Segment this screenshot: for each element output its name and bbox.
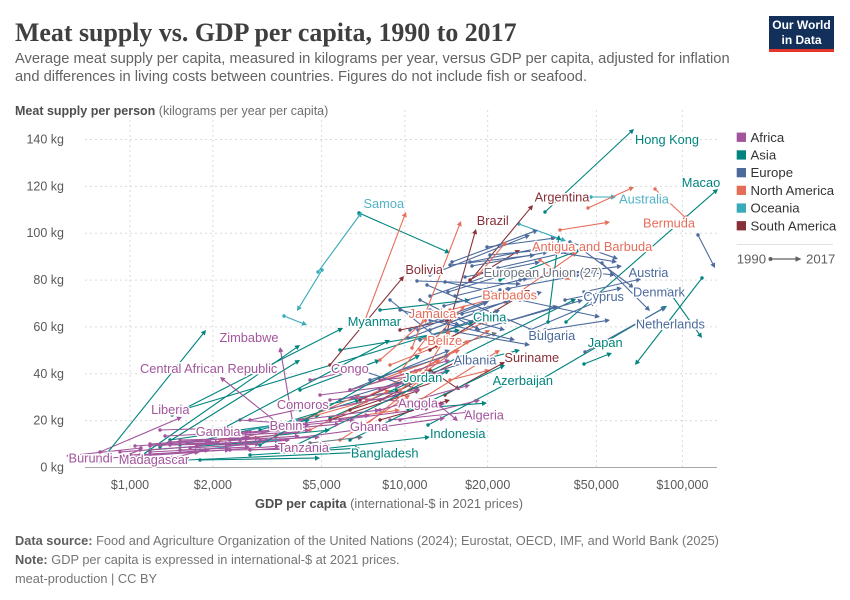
svg-text:$5,000: $5,000 <box>302 478 340 492</box>
svg-text:Myanmar: Myanmar <box>348 314 402 329</box>
svg-text:Comoros: Comoros <box>277 397 329 412</box>
svg-text:140 kg: 140 kg <box>26 133 64 147</box>
svg-text:Bolivia: Bolivia <box>405 262 444 277</box>
svg-text:Jamaica: Jamaica <box>409 306 458 321</box>
svg-text:$20,000: $20,000 <box>465 478 510 492</box>
svg-text:$2,000: $2,000 <box>194 478 232 492</box>
svg-text:100 kg: 100 kg <box>26 226 64 240</box>
svg-text:Central African Republic: Central African Republic <box>140 361 278 376</box>
svg-text:20 kg: 20 kg <box>33 414 64 428</box>
svg-text:South America: South America <box>751 218 837 233</box>
svg-text:Congo: Congo <box>331 361 369 376</box>
svg-text:0 kg: 0 kg <box>40 461 64 475</box>
svg-text:Japan: Japan <box>588 335 623 350</box>
svg-text:Suriname: Suriname <box>504 350 559 365</box>
svg-text:Macao: Macao <box>682 175 720 190</box>
svg-text:120 kg: 120 kg <box>26 179 64 193</box>
svg-text:Albania: Albania <box>454 352 498 367</box>
svg-text:Australia: Australia <box>619 192 670 207</box>
svg-text:Indonesia: Indonesia <box>430 426 486 441</box>
svg-text:Azerbaijan: Azerbaijan <box>493 373 553 388</box>
svg-text:Europe: Europe <box>751 165 794 180</box>
svg-text:Jordan: Jordan <box>403 370 442 385</box>
svg-text:60 kg: 60 kg <box>33 320 64 334</box>
svg-text:North America: North America <box>751 183 835 198</box>
svg-text:Ghana: Ghana <box>350 419 389 434</box>
svg-text:80 kg: 80 kg <box>33 273 64 287</box>
svg-text:Bulgaria: Bulgaria <box>528 328 576 343</box>
svg-text:Burundi: Burundi <box>69 451 113 466</box>
svg-text:Madagascar: Madagascar <box>119 452 190 467</box>
svg-text:China: China <box>473 310 507 325</box>
svg-text:Algeria: Algeria <box>464 408 505 423</box>
svg-text:Austria: Austria <box>629 265 670 280</box>
svg-text:$10,000: $10,000 <box>382 478 427 492</box>
svg-text:Denmark: Denmark <box>633 285 686 300</box>
svg-text:Liberia: Liberia <box>151 402 190 417</box>
svg-text:Asia: Asia <box>751 148 777 163</box>
svg-text:European Union (27): European Union (27) <box>484 265 603 280</box>
svg-text:Hong Kong: Hong Kong <box>635 132 699 147</box>
svg-text:Belize: Belize <box>427 333 462 348</box>
svg-text:Africa: Africa <box>751 130 785 145</box>
svg-text:Antigua and Barbuda: Antigua and Barbuda <box>532 239 653 254</box>
svg-text:$100,000: $100,000 <box>656 478 708 492</box>
svg-text:Zimbabwe: Zimbabwe <box>219 330 278 345</box>
svg-text:40 kg: 40 kg <box>33 367 64 381</box>
svg-text:Angola: Angola <box>398 395 439 410</box>
svg-text:Cyprus: Cyprus <box>583 289 624 304</box>
svg-text:Brazil: Brazil <box>477 213 509 228</box>
svg-text:Netherlands: Netherlands <box>636 316 705 331</box>
svg-text:Bangladesh: Bangladesh <box>351 446 419 461</box>
svg-text:$1,000: $1,000 <box>111 478 149 492</box>
svg-text:$50,000: $50,000 <box>574 478 619 492</box>
svg-text:Bermuda: Bermuda <box>643 216 696 231</box>
svg-text:Barbados: Barbados <box>482 288 537 303</box>
svg-text:1990: 1990 <box>737 252 766 267</box>
svg-text:Gambia: Gambia <box>196 424 242 439</box>
svg-text:GDP per capita (international-: GDP per capita (international-$ in 2021 … <box>255 496 523 511</box>
svg-text:Oceania: Oceania <box>751 201 801 216</box>
svg-text:Benin: Benin <box>270 418 303 433</box>
svg-text:Argentina: Argentina <box>535 190 591 205</box>
svg-text:2017: 2017 <box>806 252 835 267</box>
svg-text:Tanzania: Tanzania <box>278 440 330 455</box>
svg-text:Samoa: Samoa <box>364 196 405 211</box>
